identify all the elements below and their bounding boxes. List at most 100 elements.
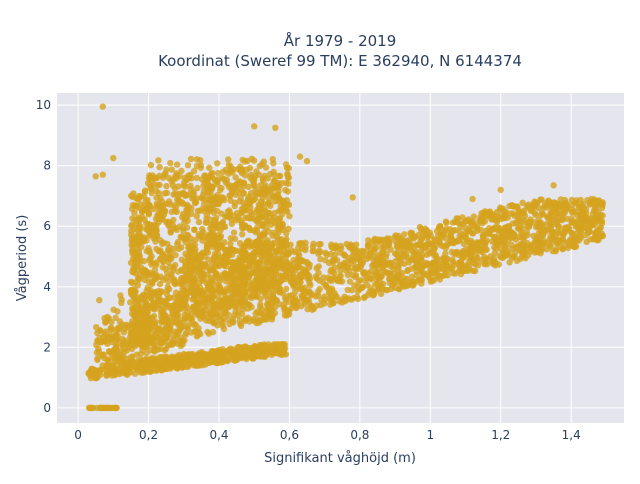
data-point [145,201,152,208]
data-point [474,262,482,269]
data-point [217,186,224,194]
data-point [291,284,298,291]
data-point [155,211,163,218]
data-point [173,226,180,233]
data-point [474,227,481,234]
data-point [306,289,313,296]
data-point [212,271,220,278]
data-point [99,103,107,110]
data-point [303,157,311,165]
data-point [144,284,151,291]
data-point [187,249,194,256]
data-point [148,189,155,197]
data-point [584,216,592,223]
data-point [341,252,349,259]
data-point [134,246,141,253]
data-point [131,304,138,311]
data-point [432,262,439,269]
data-point [237,322,245,329]
data-point [393,251,400,258]
data-point [250,249,257,257]
data-point [145,211,152,218]
data-point [201,353,208,360]
data-point [585,223,593,230]
data-point [183,360,190,368]
data-point [97,367,104,374]
data-point [287,292,295,299]
data-point [532,211,539,218]
data-point [365,237,372,244]
data-point [214,287,221,294]
data-point [491,233,498,240]
data-point [520,207,528,215]
data-point [254,218,261,225]
data-point [434,255,442,263]
data-point [455,237,463,244]
data-point [349,252,356,260]
data-point [251,123,258,130]
data-point [399,270,406,277]
data-point [155,157,162,164]
data-point [373,276,381,283]
data-point [360,248,367,256]
data-point [128,279,136,286]
data-point [450,259,457,266]
data-point [222,277,229,285]
data-point [168,304,175,312]
data-point [110,306,117,313]
data-point [128,228,135,235]
data-point [554,201,562,208]
data-point [252,277,259,284]
data-point [112,314,119,321]
data-point [411,233,418,240]
data-point [328,243,335,250]
data-point [184,324,191,331]
data-point [159,207,166,214]
data-point [554,239,561,247]
data-point [266,269,273,276]
data-point [220,325,228,333]
data-point [170,216,177,224]
data-point [209,169,216,177]
data-point [282,267,289,274]
data-point [213,214,220,222]
data-point [225,161,232,169]
data-point [228,251,236,258]
data-point [205,196,213,204]
data-point [147,182,154,189]
data-point [571,243,578,251]
data-point [382,262,389,269]
x-tick-label: 0,8 [350,428,369,442]
data-point [284,188,292,195]
data-point [270,168,277,176]
data-point [326,259,333,267]
data-point [442,218,450,225]
data-point [193,174,200,182]
data-point [262,164,270,171]
data-point [206,234,213,242]
data-point [228,189,235,197]
y-tick-label: 6 [43,219,51,233]
data-point [387,246,394,253]
data-point [423,227,430,234]
data-point [228,269,236,276]
data-point [163,335,170,343]
data-point [298,239,305,247]
data-point [196,233,203,240]
data-point [134,217,141,224]
data-point [239,156,246,164]
data-point [133,327,140,334]
data-point [546,212,553,219]
data-point [109,363,117,370]
data-point [131,209,138,216]
data-point [220,262,228,269]
data-point [559,236,566,243]
data-point [87,375,95,382]
data-point [241,255,248,262]
data-point [210,209,218,216]
data-point [250,258,257,265]
data-point [598,230,605,237]
data-point [230,229,238,236]
data-point [240,306,247,313]
data-point [113,335,121,343]
